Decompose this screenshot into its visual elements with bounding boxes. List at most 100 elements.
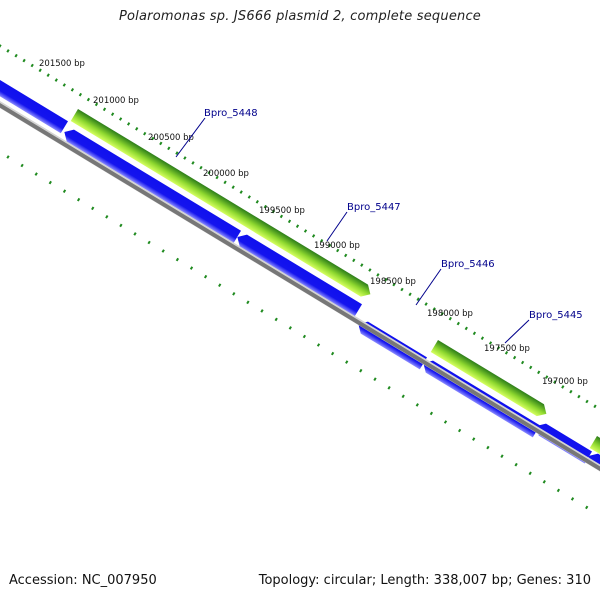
- tick-dot: [542, 479, 546, 484]
- tick-dot: [133, 232, 137, 236]
- coordinate-label: 199000 bp: [314, 241, 360, 251]
- tick-dot: [376, 273, 380, 277]
- cds-arrow: [588, 453, 600, 473]
- tick-dot: [143, 131, 147, 136]
- tick-dot: [593, 404, 597, 409]
- tick-dot: [486, 445, 490, 450]
- tick-dot: [416, 297, 420, 302]
- tick-dot: [231, 185, 235, 190]
- tick-dot: [151, 136, 155, 141]
- tick-dot: [384, 277, 388, 282]
- tick-dot: [408, 292, 412, 297]
- coordinate-label: 197500 bp: [484, 344, 530, 354]
- tick-dot: [504, 350, 509, 355]
- tick-dot: [545, 375, 549, 379]
- tick-dot: [22, 58, 26, 63]
- tick-dot: [161, 249, 165, 253]
- gene-arrow: [70, 109, 371, 297]
- tick-dot: [328, 243, 332, 248]
- tick-dot: [316, 343, 321, 347]
- tick-dot: [38, 68, 42, 73]
- tick-dot: [500, 454, 504, 459]
- tick-dot: [456, 321, 460, 326]
- gene-label-line: [415, 268, 442, 306]
- tick-dot: [512, 355, 517, 360]
- tick-dot: [20, 163, 24, 168]
- tick-dot: [54, 78, 58, 82]
- accession-label: Accession: NC_007950: [9, 573, 157, 588]
- tick-dot: [553, 380, 557, 384]
- backbone-line: [0, 97, 600, 476]
- gene-label: Bpro_5447: [347, 202, 401, 213]
- tick-dot: [352, 258, 356, 263]
- tick-dot: [175, 257, 180, 262]
- coordinate-labels: 201500 bp 201000 bp 200500 bp 200000 bp 1995…: [39, 59, 588, 387]
- tick-dot: [135, 126, 139, 131]
- tick-dot: [360, 263, 364, 267]
- tick-dot: [401, 394, 405, 399]
- tick-dot: [30, 63, 34, 68]
- cds-arrow: [0, 77, 68, 134]
- tick-dot: [577, 394, 581, 399]
- tick-dot: [189, 266, 194, 270]
- cds-arrow: [64, 129, 241, 243]
- tick-dot: [239, 190, 243, 194]
- tick-dot: [424, 302, 428, 306]
- tick-dot: [472, 437, 476, 441]
- tick-dot: [345, 360, 349, 364]
- tick-dot: [159, 141, 163, 146]
- coordinate-label: 198500 bp: [370, 277, 416, 287]
- tick-dot: [561, 385, 565, 389]
- tick-dot: [223, 180, 227, 185]
- tick-dot: [528, 471, 532, 476]
- tick-dot: [34, 172, 38, 176]
- tick-dot: [246, 300, 250, 305]
- tick-dot: [415, 403, 419, 407]
- coordinate-label: 198000 bp: [427, 309, 473, 319]
- gene-labels: Bpro_5448 Bpro_5447 Bpro_5446 Bpro_5445: [175, 108, 583, 344]
- tick-dot: [392, 282, 396, 287]
- tick-dot: [78, 92, 83, 97]
- gene-track: [70, 109, 600, 456]
- gene-label: Bpro_5448: [204, 108, 258, 119]
- coordinate-label: 197000 bp: [542, 377, 588, 387]
- tick-dot: [199, 165, 203, 170]
- tick-dot: [86, 97, 91, 102]
- tick-dot: [302, 334, 307, 339]
- tick-dot: [319, 238, 324, 243]
- gene-arrow: [430, 340, 547, 417]
- outer-tick-dots: [0, 44, 597, 409]
- tick-dot: [203, 274, 208, 279]
- tick-dot: [488, 341, 493, 345]
- tick-dot: [344, 253, 348, 258]
- gene-label-line: [504, 319, 530, 344]
- topology-summary: Topology: circular; Length: 338,007 bp; …: [258, 573, 591, 588]
- tick-dot: [167, 146, 171, 151]
- tick-dot: [175, 151, 179, 155]
- plasmid-backbone: [0, 95, 600, 476]
- tick-dot: [585, 399, 589, 404]
- tick-dot: [218, 283, 222, 288]
- tick-dot: [400, 287, 404, 292]
- tick-dot: [429, 411, 434, 416]
- tick-dot: [295, 224, 300, 229]
- tick-dot: [105, 214, 109, 219]
- gene-arrow: [589, 436, 600, 456]
- tick-dot: [359, 368, 363, 373]
- coordinate-label: 199500 bp: [259, 206, 305, 216]
- tick-dot: [0, 44, 2, 48]
- tick-dot: [102, 107, 107, 112]
- tick-dot: [14, 53, 18, 58]
- tick-dot: [76, 197, 81, 202]
- cds-arrow: [237, 234, 362, 317]
- tick-dot: [260, 309, 264, 313]
- tick-dot: [70, 87, 75, 92]
- tick-dot: [464, 326, 468, 331]
- coordinate-label: 200500 bp: [148, 133, 194, 143]
- tick-dot: [387, 385, 391, 390]
- tick-dot: [147, 240, 151, 245]
- tick-dot: [537, 370, 541, 375]
- tick-dot: [215, 175, 219, 180]
- gene-label-line: [326, 211, 348, 242]
